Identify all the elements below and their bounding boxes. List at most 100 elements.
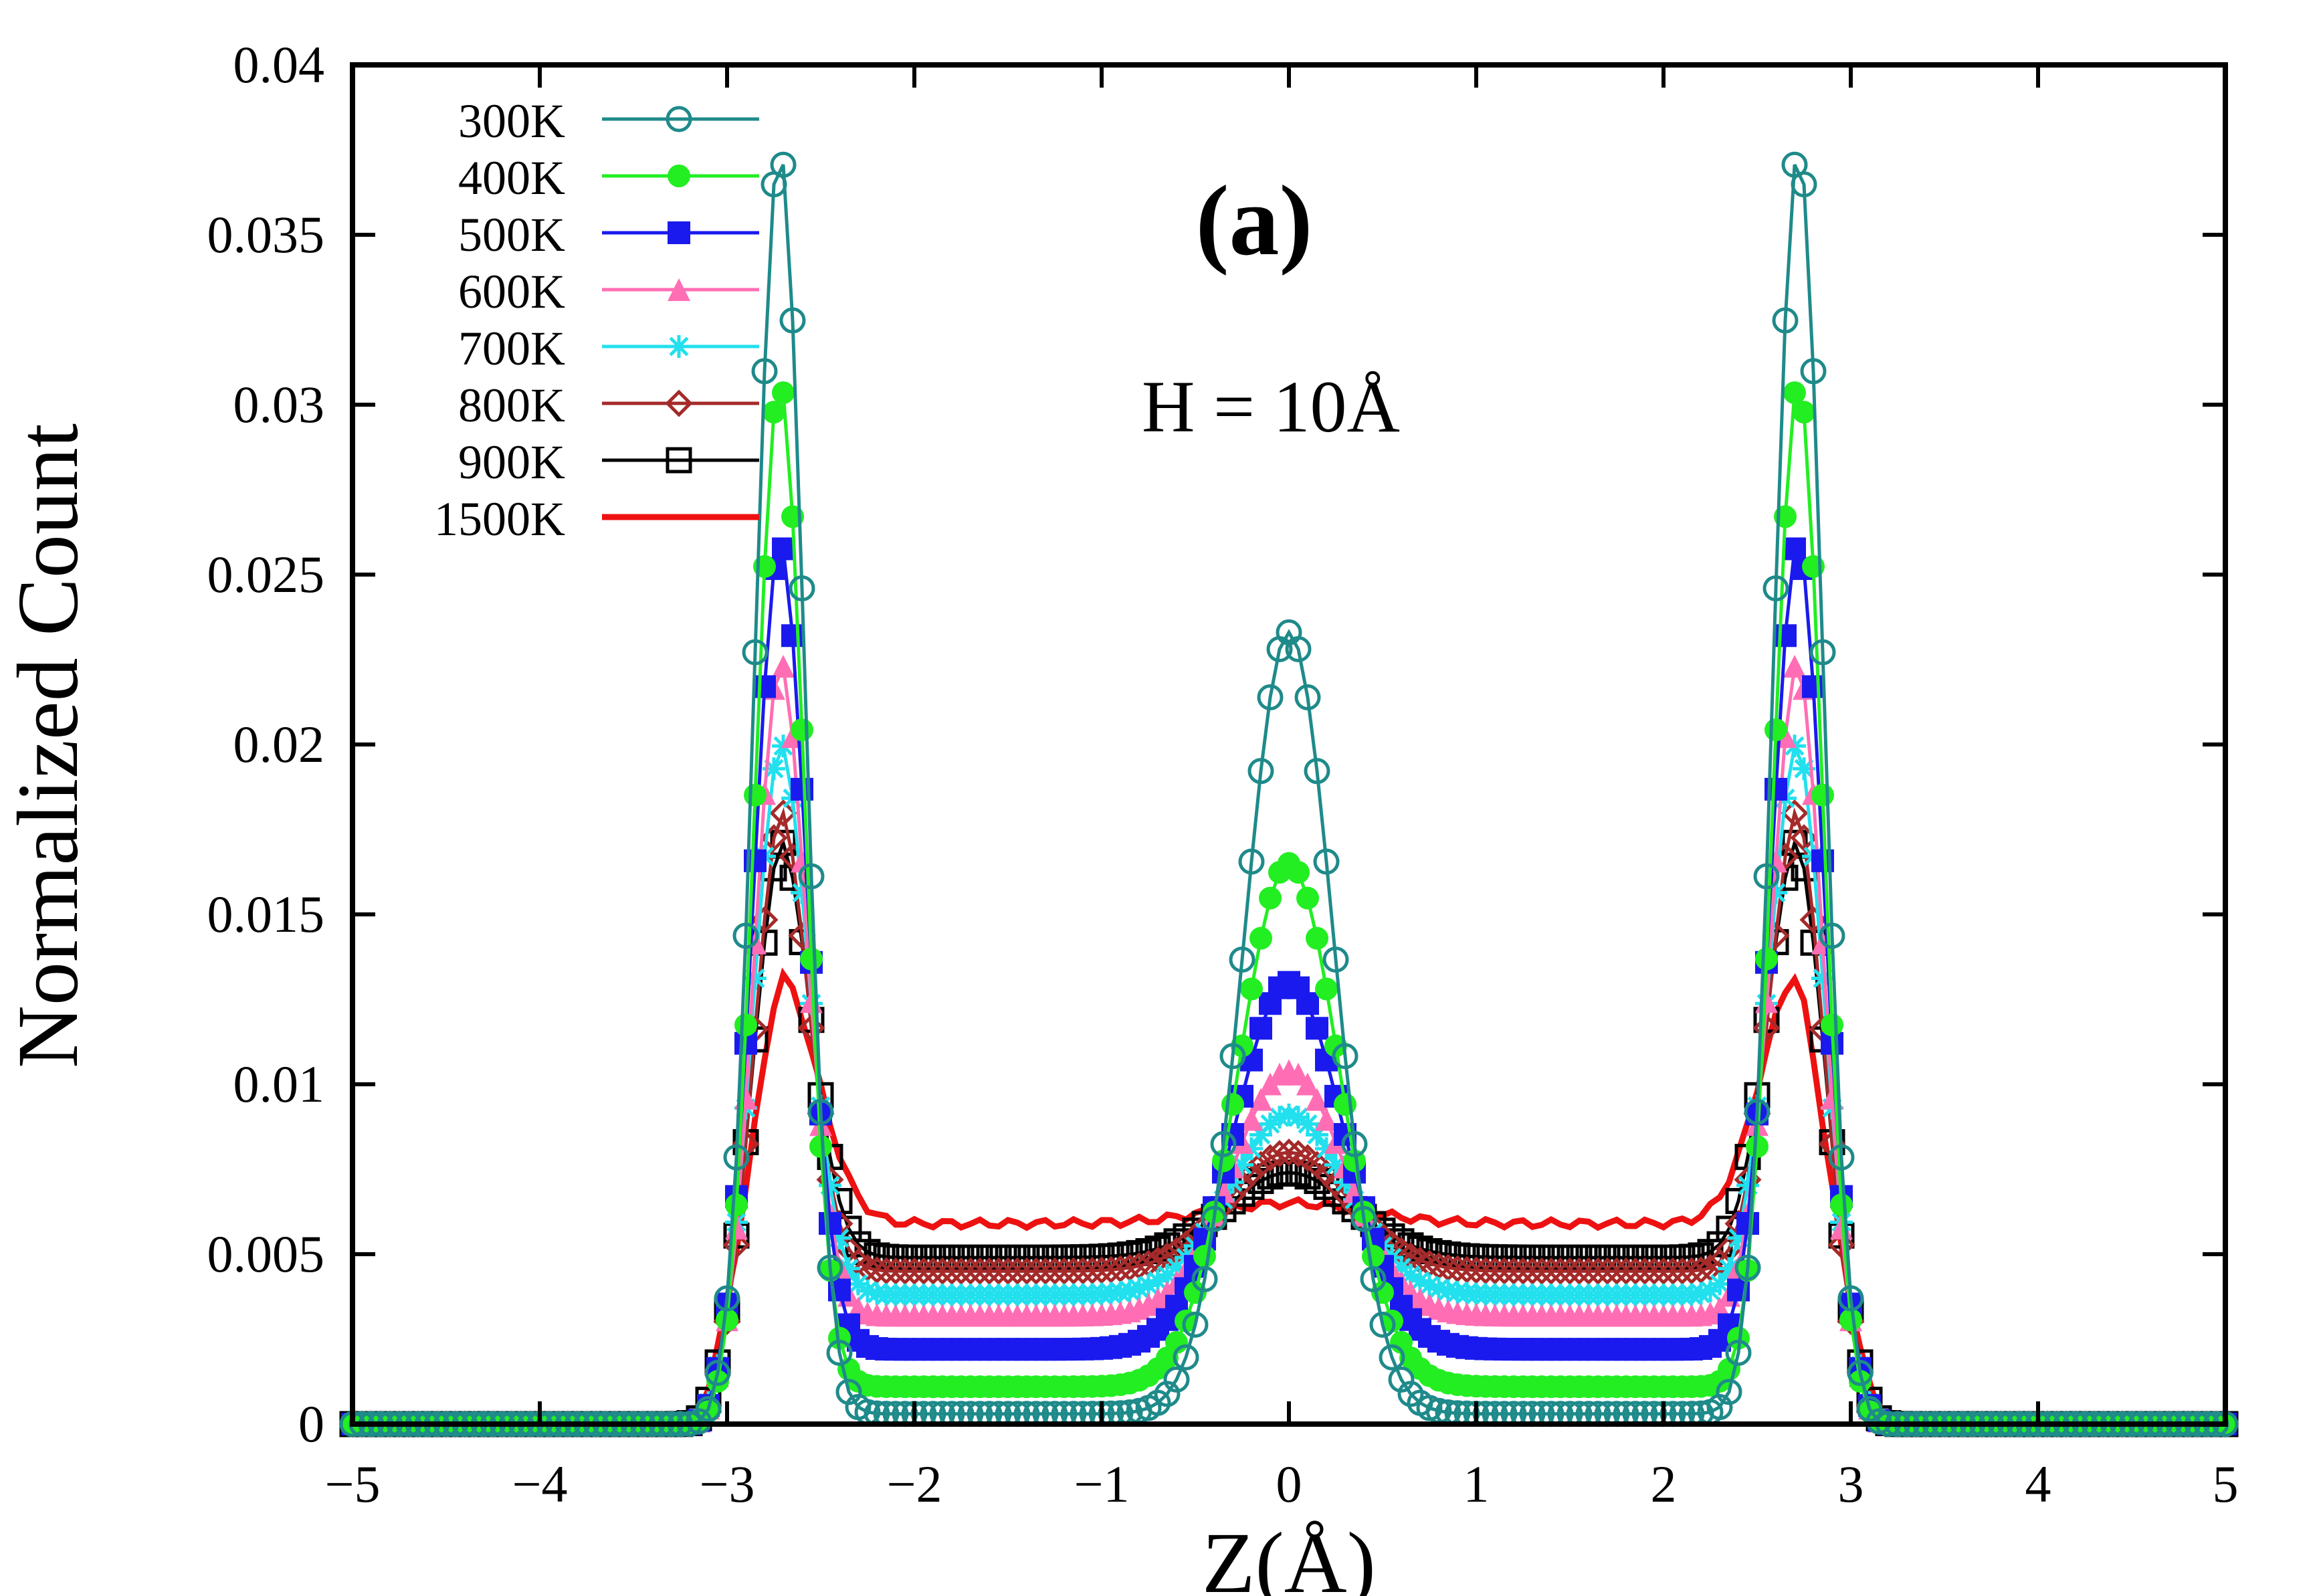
y-tick-label: 0.01 [233,1055,325,1113]
data-point [1718,1257,1740,1280]
data-point [1249,926,1272,950]
data-point [753,675,776,698]
data-point [1249,1123,1272,1146]
data-point [1772,307,1799,334]
data-point [1041,1257,1069,1285]
data-point [1231,1034,1253,1058]
y-tick-label: 0.03 [233,375,325,433]
data-point [1696,1254,1724,1282]
data-point [1315,1137,1338,1161]
data-point [1640,1257,1668,1285]
data-point [1193,1245,1216,1268]
data-point [1565,1257,1593,1285]
data-point [1434,1254,1462,1282]
data-point [1257,684,1284,711]
data-point [1481,1257,1509,1285]
data-point [1500,1257,1528,1285]
data-point [1266,1140,1294,1168]
data-point [1744,1098,1771,1125]
data-point [1050,1257,1078,1285]
data-point [734,1013,757,1037]
data-point [1240,1108,1263,1131]
data-point [1221,1093,1244,1116]
data-point [1268,1106,1291,1129]
data-point [779,307,806,334]
data-point [665,389,693,417]
data-point [1249,1088,1272,1111]
data-point [910,1257,938,1285]
data-point [1137,1274,1160,1297]
data-point [1315,1108,1338,1131]
data-point [1518,1257,1546,1285]
legend-label: 500K [458,208,565,262]
data-point [1306,1017,1328,1040]
data-point [1003,1257,1031,1285]
x-tick-label: 1 [1464,1455,1490,1513]
data-point [1341,1130,1368,1157]
data-point [975,1257,1003,1285]
data-point [1462,1256,1490,1284]
data-point [1229,946,1255,973]
data-point [1453,1256,1481,1284]
data-point [722,1231,750,1259]
data-point [928,1257,956,1285]
data-point [847,1272,870,1296]
data-point [1727,1226,1750,1250]
data-point [1163,1366,1190,1393]
legend-label: 600K [458,265,565,318]
data-point [1285,635,1312,662]
data-point [1490,1257,1518,1285]
data-point [891,1257,919,1285]
data-point [772,381,795,405]
data-point [1313,848,1340,875]
data-point [706,1370,729,1393]
x-tick-label: −3 [700,1455,755,1513]
data-point [1593,1257,1621,1285]
x-tick-label: 4 [2025,1455,2051,1513]
data-point [1546,1257,1575,1285]
legend-label: 300K [458,94,565,148]
data-point [1811,783,1834,807]
data-point [1659,1257,1687,1285]
data-point [1238,848,1265,875]
data-point [1736,1174,1759,1197]
data-point [714,1285,740,1312]
data-point [1783,654,1806,678]
data-point [1819,922,1845,949]
data-point [668,335,690,358]
data-point [1762,575,1789,602]
y-tick-label: 0.025 [207,545,325,603]
data-point [872,1257,900,1285]
data-point [1306,926,1328,950]
data-point [1146,1269,1169,1292]
data-point [1350,1205,1377,1232]
data-point [1753,863,1780,890]
data-point [1165,1256,1188,1279]
data-point [791,881,813,904]
data-point [1259,1112,1282,1136]
data-point [1060,1257,1088,1285]
data-point [1231,1153,1253,1177]
data-point [668,165,690,187]
data-point [1118,1279,1141,1302]
data-point [1315,977,1338,1001]
data-point [1360,1266,1387,1292]
data-point [742,639,769,666]
legend-label: 700K [458,322,565,375]
data-point [791,718,813,742]
data-point [956,1257,985,1285]
data-point [1128,1277,1150,1300]
data-point [1828,1144,1855,1171]
data-point [1699,1279,1722,1302]
data-point [900,1257,928,1285]
data-point [744,783,767,807]
data-point [1399,1264,1422,1287]
data-point [994,1257,1022,1285]
data-point [1191,1266,1218,1292]
data-point [819,1211,841,1235]
data-point [1783,537,1806,561]
data-point [1556,1257,1584,1285]
data-point [716,1308,738,1332]
data-point [1791,171,1817,198]
data-point [772,537,795,561]
